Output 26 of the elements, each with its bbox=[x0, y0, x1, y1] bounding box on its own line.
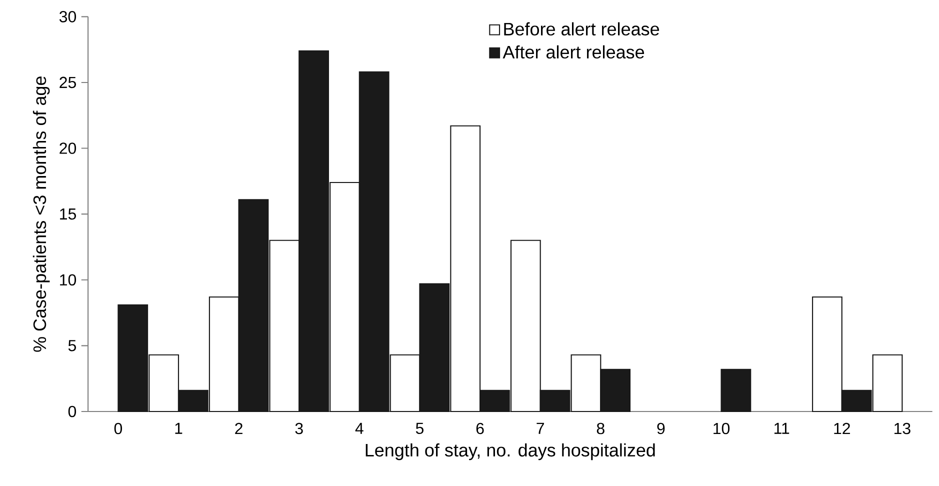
x-tick-label: 9 bbox=[657, 422, 665, 434]
x-axis-title: Length of stay, no. days hospitalized bbox=[366, 443, 655, 460]
x-tick-label: 13 bbox=[894, 422, 910, 434]
x-tick-label: 7 bbox=[536, 422, 544, 434]
y-tick-label: 15 bbox=[60, 208, 76, 220]
y-tick-label: 0 bbox=[68, 406, 76, 418]
x-tick-label: 11 bbox=[774, 422, 790, 434]
legend-label: Before alert release bbox=[504, 22, 660, 36]
bar bbox=[720, 368, 752, 412]
y-tick-label: 5 bbox=[68, 340, 76, 352]
x-tick-label: 1 bbox=[175, 422, 182, 434]
y-tick-label: 20 bbox=[60, 142, 76, 154]
x-tick-label: 10 bbox=[714, 422, 730, 434]
y-tick-label: 25 bbox=[60, 76, 76, 88]
x-tick-label: 8 bbox=[596, 422, 604, 434]
legend-label: After alert release bbox=[502, 45, 644, 58]
x-tick-label: 12 bbox=[834, 422, 850, 434]
x-tick-label: 6 bbox=[476, 422, 484, 434]
y-axis-title: % Case-patients <3 months of age bbox=[32, 76, 50, 352]
x-tick-label: 5 bbox=[416, 422, 424, 434]
x-tick-label: 3 bbox=[295, 422, 303, 434]
y-tick-label: 10 bbox=[60, 274, 76, 286]
x-tick-label: 2 bbox=[235, 422, 242, 434]
x-tick-label: 4 bbox=[355, 422, 364, 434]
y-tick-label: 30 bbox=[59, 10, 76, 22]
x-tick-label: 0 bbox=[114, 422, 122, 434]
